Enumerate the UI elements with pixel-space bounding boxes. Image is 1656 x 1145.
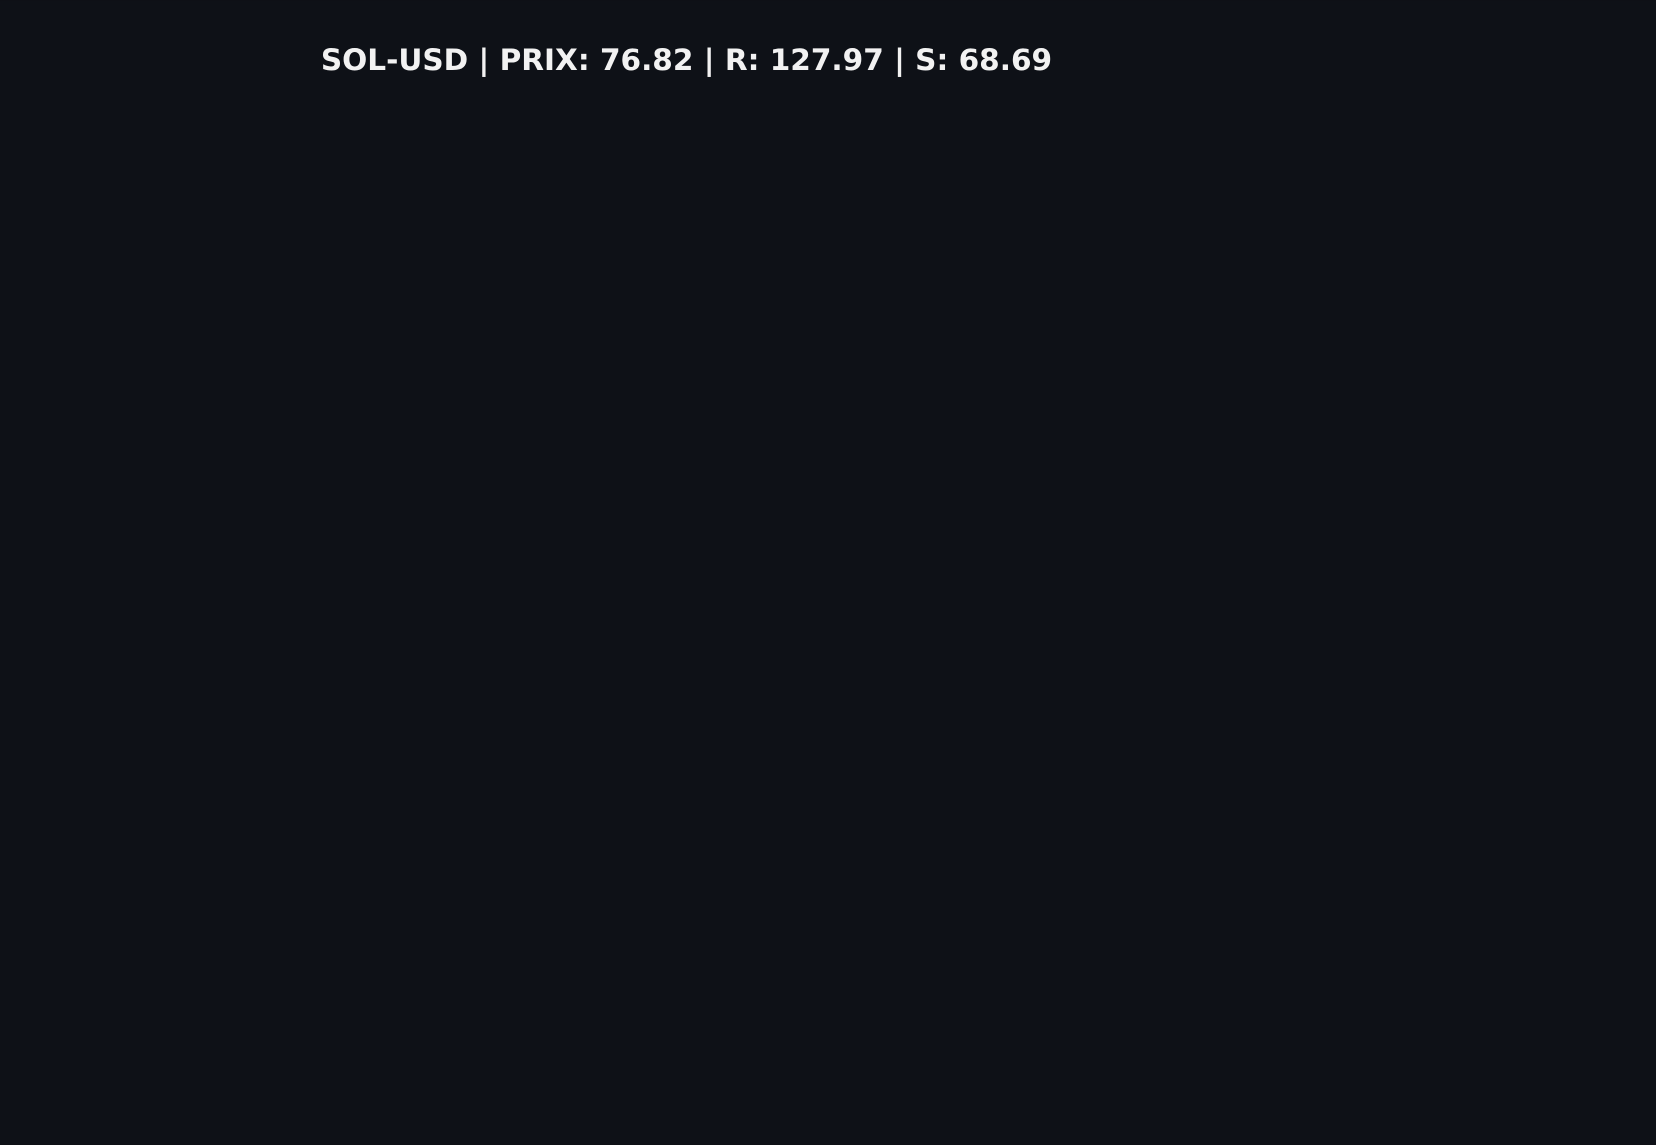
chart-title: SOL-USD | PRIX: 76.82 | R: 127.97 | S: 6…: [321, 43, 1052, 78]
